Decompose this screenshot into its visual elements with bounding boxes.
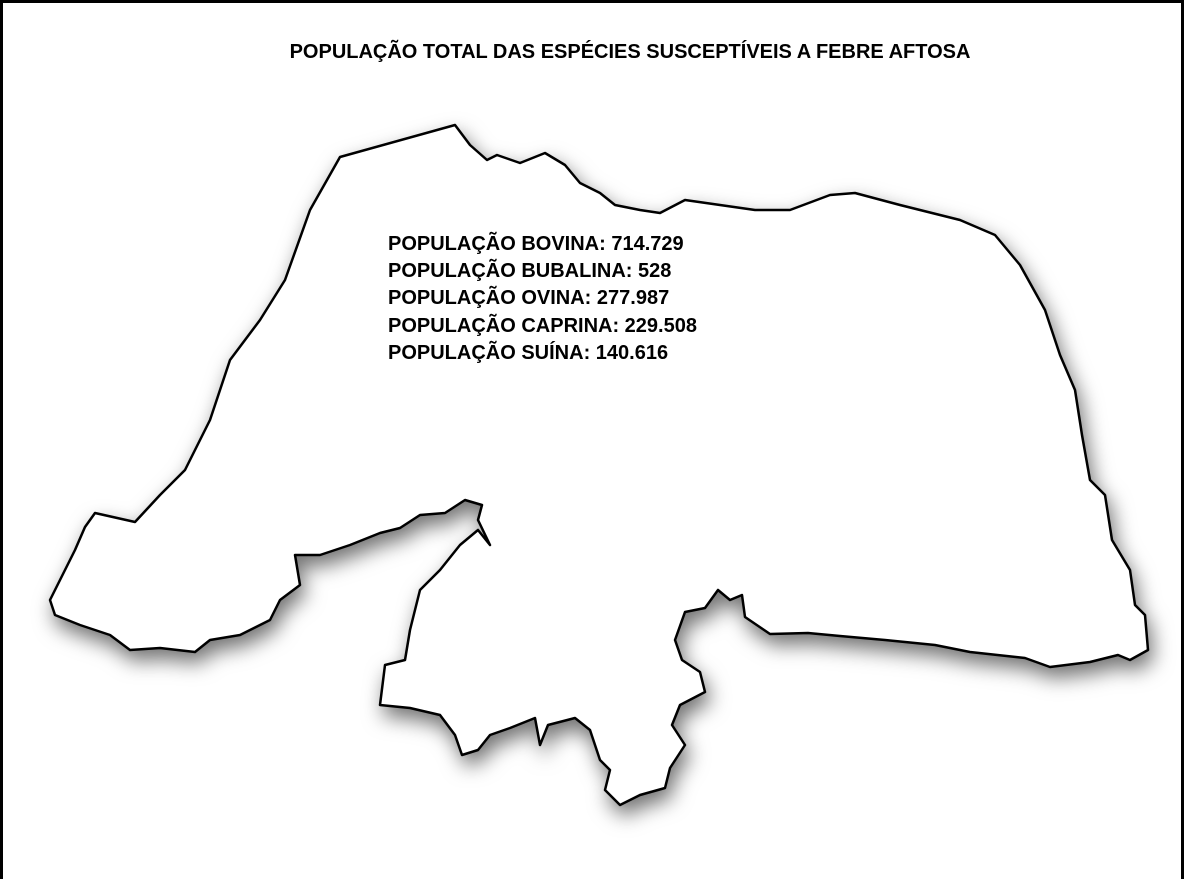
state-outline [48,123,1150,807]
map-title: POPULAÇÃO TOTAL DAS ESPÉCIES SUSCEPTÍVEI… [290,40,971,63]
population-line: POPULAÇÃO BUBALINA: 528 [388,259,671,282]
population-line: POPULAÇÃO OVINA: 277.987 [388,286,669,309]
population-line: POPULAÇÃO CAPRINA: 229.508 [388,314,697,337]
population-line: POPULAÇÃO SUÍNA: 140.616 [388,341,668,364]
population-line: POPULAÇÃO BOVINA: 714.729 [388,232,684,255]
